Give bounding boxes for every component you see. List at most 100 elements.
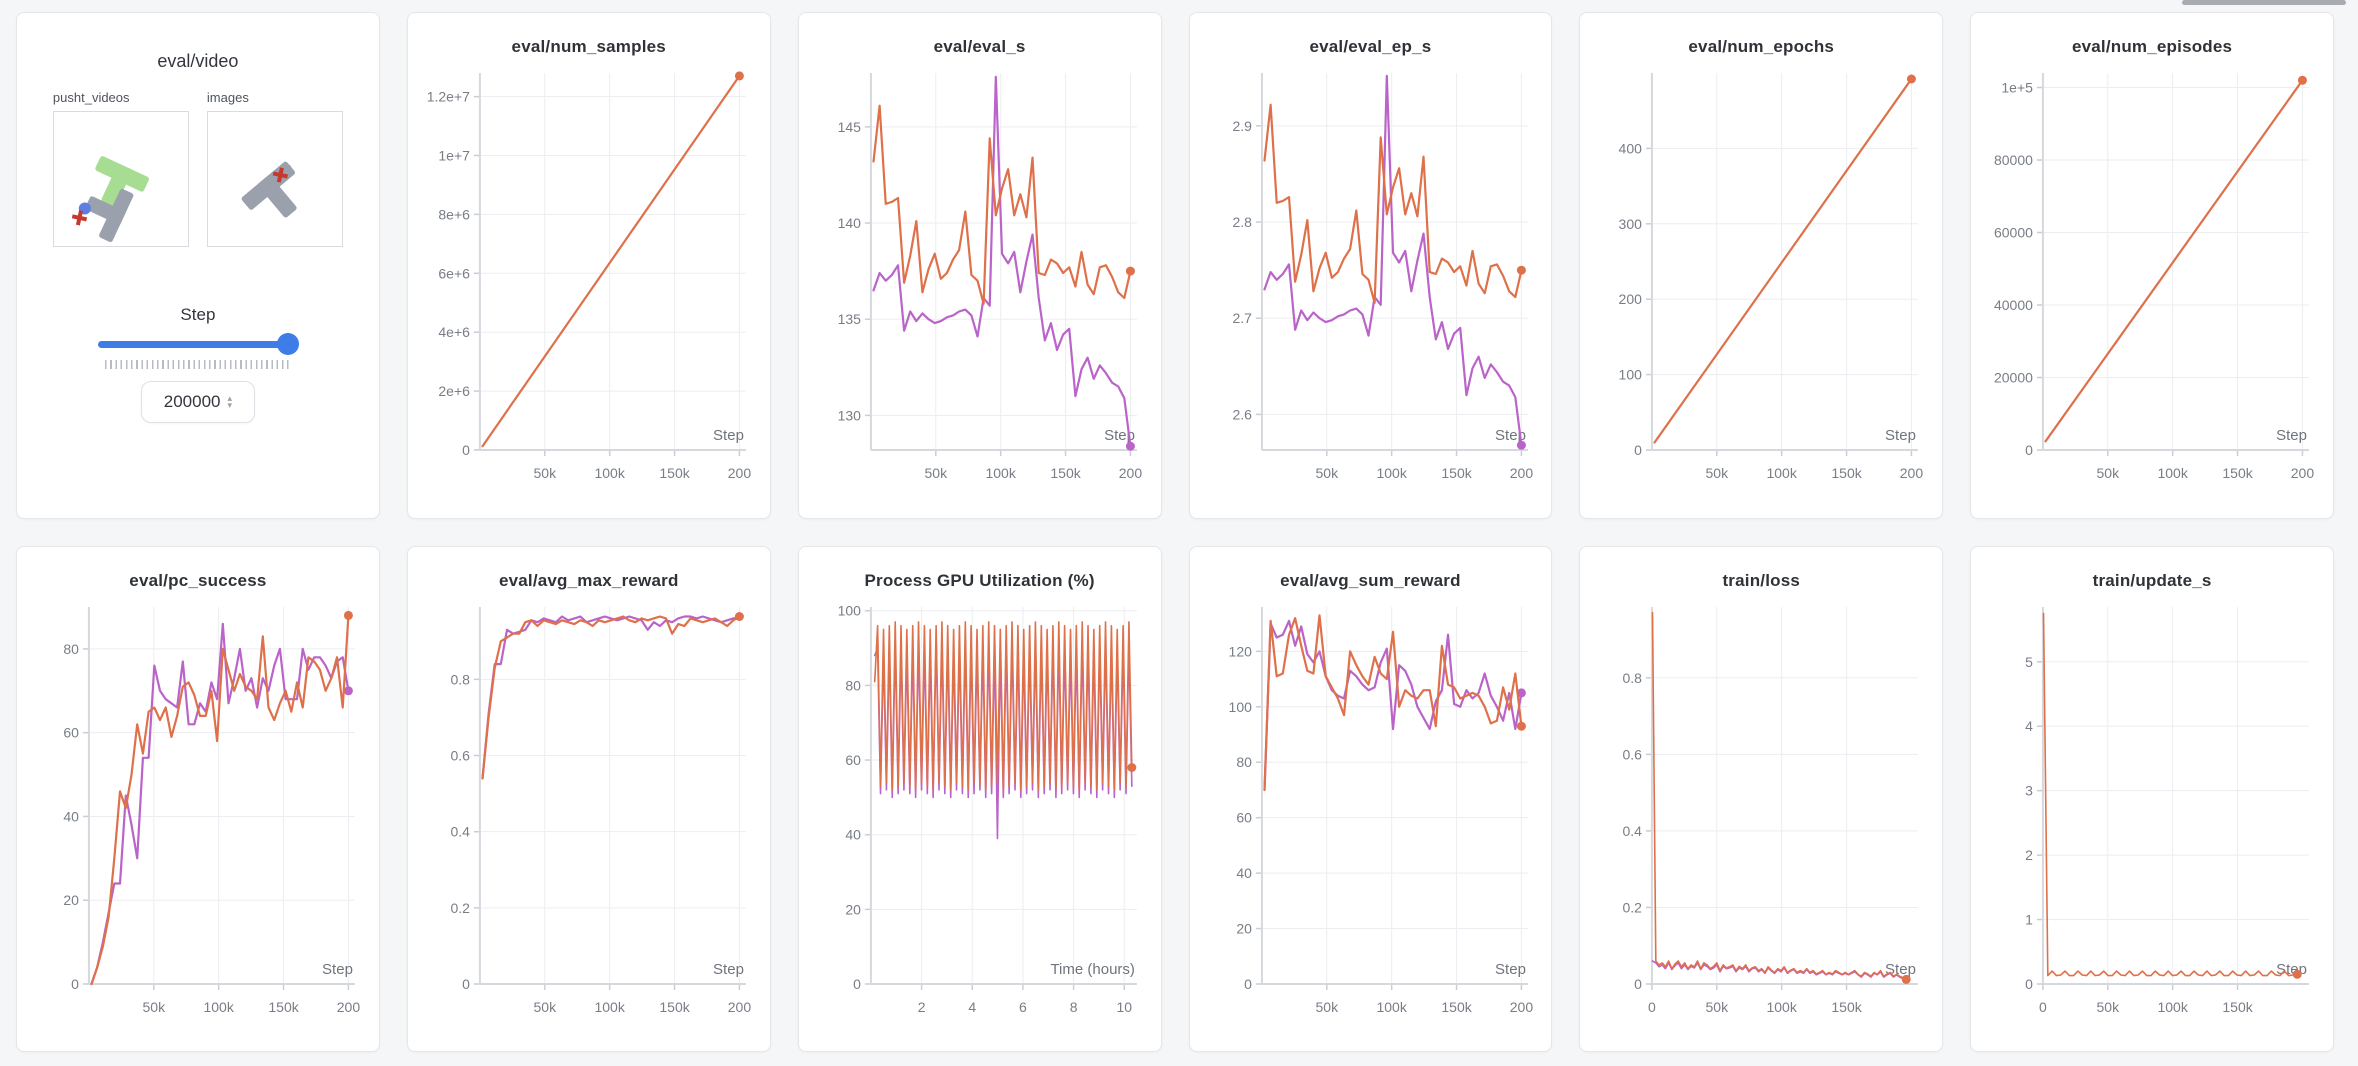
svg-text:0: 0 (2025, 976, 2033, 992)
svg-text:Step: Step (1495, 427, 1526, 444)
svg-text:2e+6: 2e+6 (438, 383, 470, 399)
chart-panel-train-update-s[interactable]: train/update_s 0 50k 100k 150k 0 1 2 3 4 5 Step (1970, 545, 2334, 1052)
svg-text:8: 8 (1069, 999, 1077, 1015)
media-caption-pusht-videos: pusht_videos (52, 90, 130, 105)
chart-panel-eval-num-epochs[interactable]: eval/num_epochs 50k 100k 150k 200 0 100 200 300… (1579, 12, 1944, 519)
svg-text:2.9: 2.9 (1232, 118, 1252, 134)
chart-panel-process-gpu-utilization-[interactable]: Process GPU Utilization (%) 2 4 6 8 10 0 20 40 6… (797, 545, 1162, 1052)
svg-text:0: 0 (1648, 999, 1656, 1015)
svg-text:0: 0 (462, 976, 470, 992)
svg-text:80: 80 (63, 640, 79, 656)
svg-text:0: 0 (71, 976, 79, 992)
svg-text:100k: 100k (2158, 465, 2189, 481)
chart-canvas[interactable]: 50k 100k 150k 200 0 2e+6 4e+6 6e+6 8e+6 1e+7 1.2e+… (416, 59, 762, 504)
chart-canvas[interactable]: 50k 100k 150k 200 0 0.2 0.4 0.6 0.8 Step (416, 593, 762, 1038)
stepper-arrows-icon[interactable]: ▴ ▾ (227, 393, 233, 410)
chart-canvas[interactable]: 50k 100k 150k 200 0 20000 40000 60000 80000 1e+5 S… (1979, 59, 2325, 504)
chart-canvas[interactable]: 50k 100k 150k 200 0 100 200 300 400 Step (1588, 59, 1934, 504)
chart-title: eval/eval_s (933, 37, 1026, 56)
svg-text:3: 3 (2025, 782, 2033, 798)
svg-text:20: 20 (845, 901, 861, 917)
video-panel-title: eval/video (157, 51, 239, 71)
svg-text:400: 400 (1619, 140, 1643, 156)
svg-text:60: 60 (63, 724, 79, 740)
svg-text:Time (hours): Time (hours) (1050, 961, 1134, 978)
svg-text:0.4: 0.4 (1623, 822, 1643, 838)
chart-canvas[interactable]: 50k 100k 150k 200 0 20 40 60 80 Step (25, 593, 371, 1038)
svg-text:Step: Step (1885, 961, 1916, 978)
svg-text:135: 135 (837, 311, 861, 327)
step-slider[interactable] (97, 333, 299, 357)
chart-canvas[interactable]: 50k 100k 150k 200 130 135 140 145 Step (807, 59, 1153, 504)
chart-panel-eval-eval-s[interactable]: eval/eval_s 50k 100k 150k 200 130 135 140 145 St… (797, 12, 1162, 519)
svg-text:Step: Step (2276, 427, 2307, 444)
svg-text:0.2: 0.2 (450, 899, 470, 915)
svg-text:120: 120 (1228, 643, 1252, 659)
svg-text:6e+6: 6e+6 (438, 265, 470, 281)
media-thumbnails (31, 111, 365, 247)
chart-panel-eval-pc-success[interactable]: eval/pc_success 50k 100k 150k 200 0 20 40 60 80 S… (16, 545, 380, 1052)
svg-text:100k: 100k (594, 465, 625, 481)
step-value: 200000 (163, 392, 221, 411)
svg-text:4: 4 (968, 999, 976, 1015)
svg-text:Step: Step (1104, 427, 1135, 444)
svg-text:2.7: 2.7 (1232, 310, 1252, 326)
slider-tick-ruler (104, 360, 291, 369)
chart-canvas[interactable]: 50k 100k 150k 200 0 20 40 60 80 100 120 Step (1198, 593, 1544, 1038)
svg-text:150k: 150k (1832, 999, 1863, 1015)
chart-canvas[interactable]: 0 50k 100k 150k 0 0.2 0.4 0.6 0.8 Step (1588, 593, 1934, 1038)
step-input[interactable]: 200000 ▴ ▾ (140, 381, 255, 423)
svg-text:150k: 150k (2223, 465, 2254, 481)
images-frame (241, 161, 297, 218)
chart-panel-eval-num-samples[interactable]: eval/num_samples 50k 100k 150k 200 0 2e+6 4e+6… (406, 12, 771, 519)
goal-cross (272, 167, 288, 183)
media-captions: pusht_videos images (31, 90, 365, 105)
svg-text:50k: 50k (143, 999, 167, 1015)
panel-eval-video[interactable]: eval/video pusht_videos images (16, 12, 380, 519)
pusht-video-thumbnail[interactable] (52, 111, 189, 247)
svg-text:Step: Step (713, 427, 744, 444)
chart-panel-train-loss[interactable]: train/loss 0 50k 100k 150k 0 0.2 0.4 0.6 0.8 Step (1579, 545, 1944, 1052)
chart-title: Process GPU Utilization (%) (864, 570, 1095, 590)
chart-title: train/loss (1722, 570, 1801, 590)
slider-track[interactable] (97, 341, 298, 348)
svg-text:100k: 100k (594, 999, 625, 1015)
slider-handle[interactable] (276, 333, 299, 355)
svg-text:100k: 100k (1767, 999, 1798, 1015)
svg-text:0.2: 0.2 (1623, 899, 1643, 915)
svg-text:150k: 150k (1441, 465, 1472, 481)
svg-text:50k: 50k (1706, 465, 1730, 481)
svg-text:1e+5: 1e+5 (2002, 80, 2034, 96)
svg-text:50k: 50k (533, 999, 557, 1015)
chart-title: eval/num_episodes (2071, 37, 2233, 56)
chart-panel-eval-eval-ep-s[interactable]: eval/eval_ep_s 50k 100k 150k 200 2.6 2.7 2.8 2.… (1188, 12, 1553, 519)
svg-text:150k: 150k (1441, 999, 1472, 1015)
chart-panel-eval-num-episodes[interactable]: eval/num_episodes 50k 100k 150k 200 0 20000 40… (1970, 12, 2334, 519)
chart-title: eval/num_samples (511, 37, 666, 56)
svg-text:2: 2 (917, 999, 925, 1015)
svg-text:145: 145 (837, 119, 861, 135)
svg-text:4: 4 (2025, 718, 2033, 734)
svg-text:0: 0 (2025, 442, 2033, 458)
svg-text:20000: 20000 (1994, 370, 2033, 386)
chart-title: eval/pc_success (129, 570, 267, 590)
chart-panel-eval-avg-sum-reward[interactable]: eval/avg_sum_reward 50k 100k 150k 200 0 20 40 6… (1188, 545, 1553, 1052)
svg-text:8e+6: 8e+6 (438, 206, 470, 222)
chart-panel-eval-avg-max-reward[interactable]: eval/avg_max_reward 50k 100k 150k 200 0 0.2 0.… (406, 545, 771, 1052)
svg-text:200: 200 (1900, 465, 1924, 481)
svg-text:200: 200 (1118, 465, 1142, 481)
horizontal-scrollbar-thumb[interactable] (2182, 0, 2346, 5)
svg-text:2.8: 2.8 (1232, 214, 1252, 230)
svg-text:6: 6 (1019, 999, 1027, 1015)
chart-canvas[interactable]: 50k 100k 150k 200 2.6 2.7 2.8 2.9 Step (1198, 59, 1544, 504)
svg-text:60: 60 (1236, 809, 1252, 825)
svg-text:300: 300 (1619, 216, 1643, 232)
goal-cross (71, 210, 87, 226)
images-thumbnail[interactable] (206, 111, 343, 247)
svg-text:200: 200 (728, 465, 752, 481)
svg-text:50k: 50k (1706, 999, 1730, 1015)
svg-text:50k: 50k (533, 465, 557, 481)
